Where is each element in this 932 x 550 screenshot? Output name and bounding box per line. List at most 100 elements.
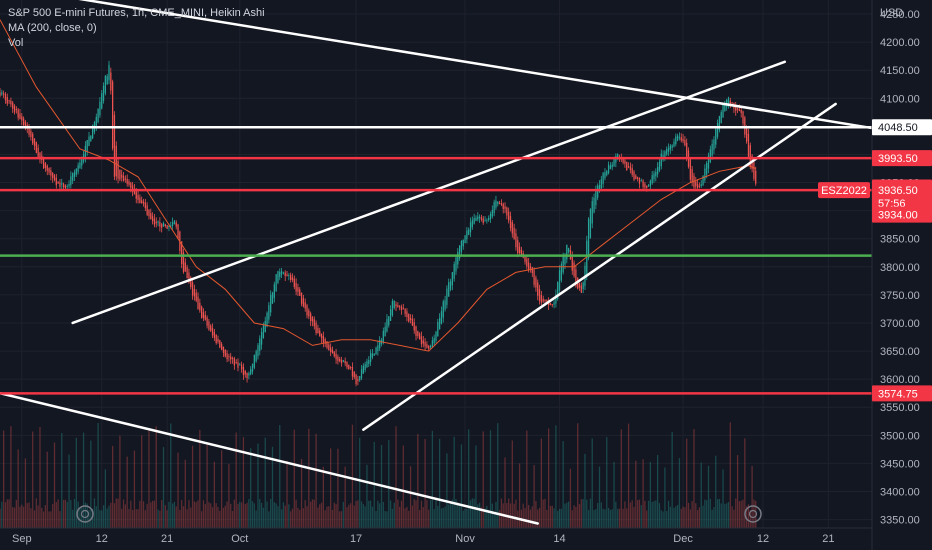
candle-body: [282, 272, 285, 274]
volume-bar: [319, 504, 321, 528]
volume-bar: [531, 506, 533, 528]
candle-body: [137, 195, 139, 200]
candle-body: [718, 116, 721, 130]
candle-body: [146, 205, 148, 215]
candle-body: [208, 321, 210, 330]
candle-body: [320, 333, 323, 339]
candle-body: [19, 113, 21, 120]
candle-body: [404, 308, 406, 314]
volume-bar: [591, 438, 593, 528]
x-tick-label: 21: [822, 533, 834, 545]
candle-body: [128, 181, 130, 185]
chart-title[interactable]: S&P 500 E-mini Futures, 1h, CME_MINI, He…: [8, 7, 265, 19]
volume-bar: [357, 500, 359, 528]
x-tick-label: 14: [553, 533, 565, 545]
volume-bar: [738, 501, 741, 528]
volume-bar: [651, 501, 653, 528]
volume-bar: [493, 511, 495, 528]
candle-body: [433, 338, 435, 344]
volume-bar: [727, 502, 730, 528]
volume-bar: [375, 510, 377, 528]
x-tick-label: Nov: [455, 533, 475, 545]
volume-bar: [458, 506, 461, 528]
volume-bar: [733, 509, 735, 528]
volume-bar: [159, 510, 161, 528]
candle-body: [201, 306, 203, 318]
volume-bar: [348, 504, 350, 528]
candles: [0, 60, 757, 387]
candle-body: [72, 173, 74, 181]
volume-bar: [751, 465, 753, 528]
x-tick-label: Dec: [673, 533, 693, 545]
volume-bar: [246, 502, 248, 528]
candle-body: [344, 360, 346, 364]
volume-bar: [495, 501, 497, 528]
candle-body: [302, 298, 305, 307]
price-tag-label: 3993.50: [878, 153, 918, 165]
candle-body: [435, 331, 437, 341]
candle-body: [460, 240, 463, 252]
candle-body: [317, 327, 319, 334]
candle-body: [268, 305, 270, 320]
volume-bar: [716, 499, 719, 528]
candle-body: [240, 364, 243, 370]
volume-bar: [284, 505, 286, 528]
candle-body: [526, 258, 528, 267]
candle-body: [660, 153, 662, 167]
volume-bar: [72, 509, 74, 528]
volume-bar: [175, 506, 177, 528]
volume-bar: [242, 437, 245, 528]
candle-body: [22, 118, 25, 125]
candle-body: [649, 180, 652, 187]
candle-body: [50, 170, 52, 176]
volume-bar: [526, 430, 528, 528]
volume-bar: [170, 423, 172, 528]
candle-body: [533, 270, 535, 285]
candle-body: [437, 322, 439, 337]
volume-bar: [735, 498, 737, 528]
volume-bar: [328, 506, 330, 528]
volume-bar: [669, 506, 671, 528]
volume-legend[interactable]: Vol: [8, 37, 24, 49]
moving-average: [0, 19, 756, 352]
candle-body: [495, 200, 497, 208]
volume-bar: [433, 509, 435, 528]
candle-body: [497, 201, 499, 205]
dividends-icon: [76, 505, 94, 523]
volume-bar: [342, 501, 344, 528]
volume-bar: [228, 463, 230, 528]
volume-bar: [110, 502, 112, 528]
drawings[interactable]: [0, 0, 874, 525]
volume-bar: [10, 426, 12, 528]
candle-body: [92, 125, 94, 139]
candle-body: [373, 353, 375, 356]
volume-bar: [324, 510, 326, 528]
x-tick-label: 21: [161, 533, 173, 545]
candle-body: [215, 334, 217, 344]
candle-body: [549, 303, 552, 306]
price-tag-label: 3934.00: [878, 210, 918, 222]
volume-bar: [268, 511, 270, 528]
candle-body: [148, 210, 150, 217]
candle-body: [716, 122, 719, 137]
volume-bar: [331, 509, 334, 528]
candle-body: [226, 353, 228, 360]
ma-legend[interactable]: MA (200, close, 0): [8, 22, 97, 34]
volume-bar: [658, 503, 661, 528]
candle-body: [518, 246, 521, 253]
volume-bar: [620, 429, 622, 528]
volume-bar: [222, 507, 225, 528]
candle-body: [135, 191, 137, 199]
volume-bar: [326, 506, 328, 528]
candle-body: [130, 183, 132, 188]
volume-bar: [598, 466, 601, 528]
candle-body: [57, 181, 59, 184]
volume-bar: [15, 499, 17, 528]
candle-body: [104, 75, 107, 94]
volume-bar: [402, 445, 404, 528]
volume-bar: [600, 502, 602, 528]
volume-bar: [282, 502, 285, 528]
price-axis-background: [872, 0, 932, 550]
